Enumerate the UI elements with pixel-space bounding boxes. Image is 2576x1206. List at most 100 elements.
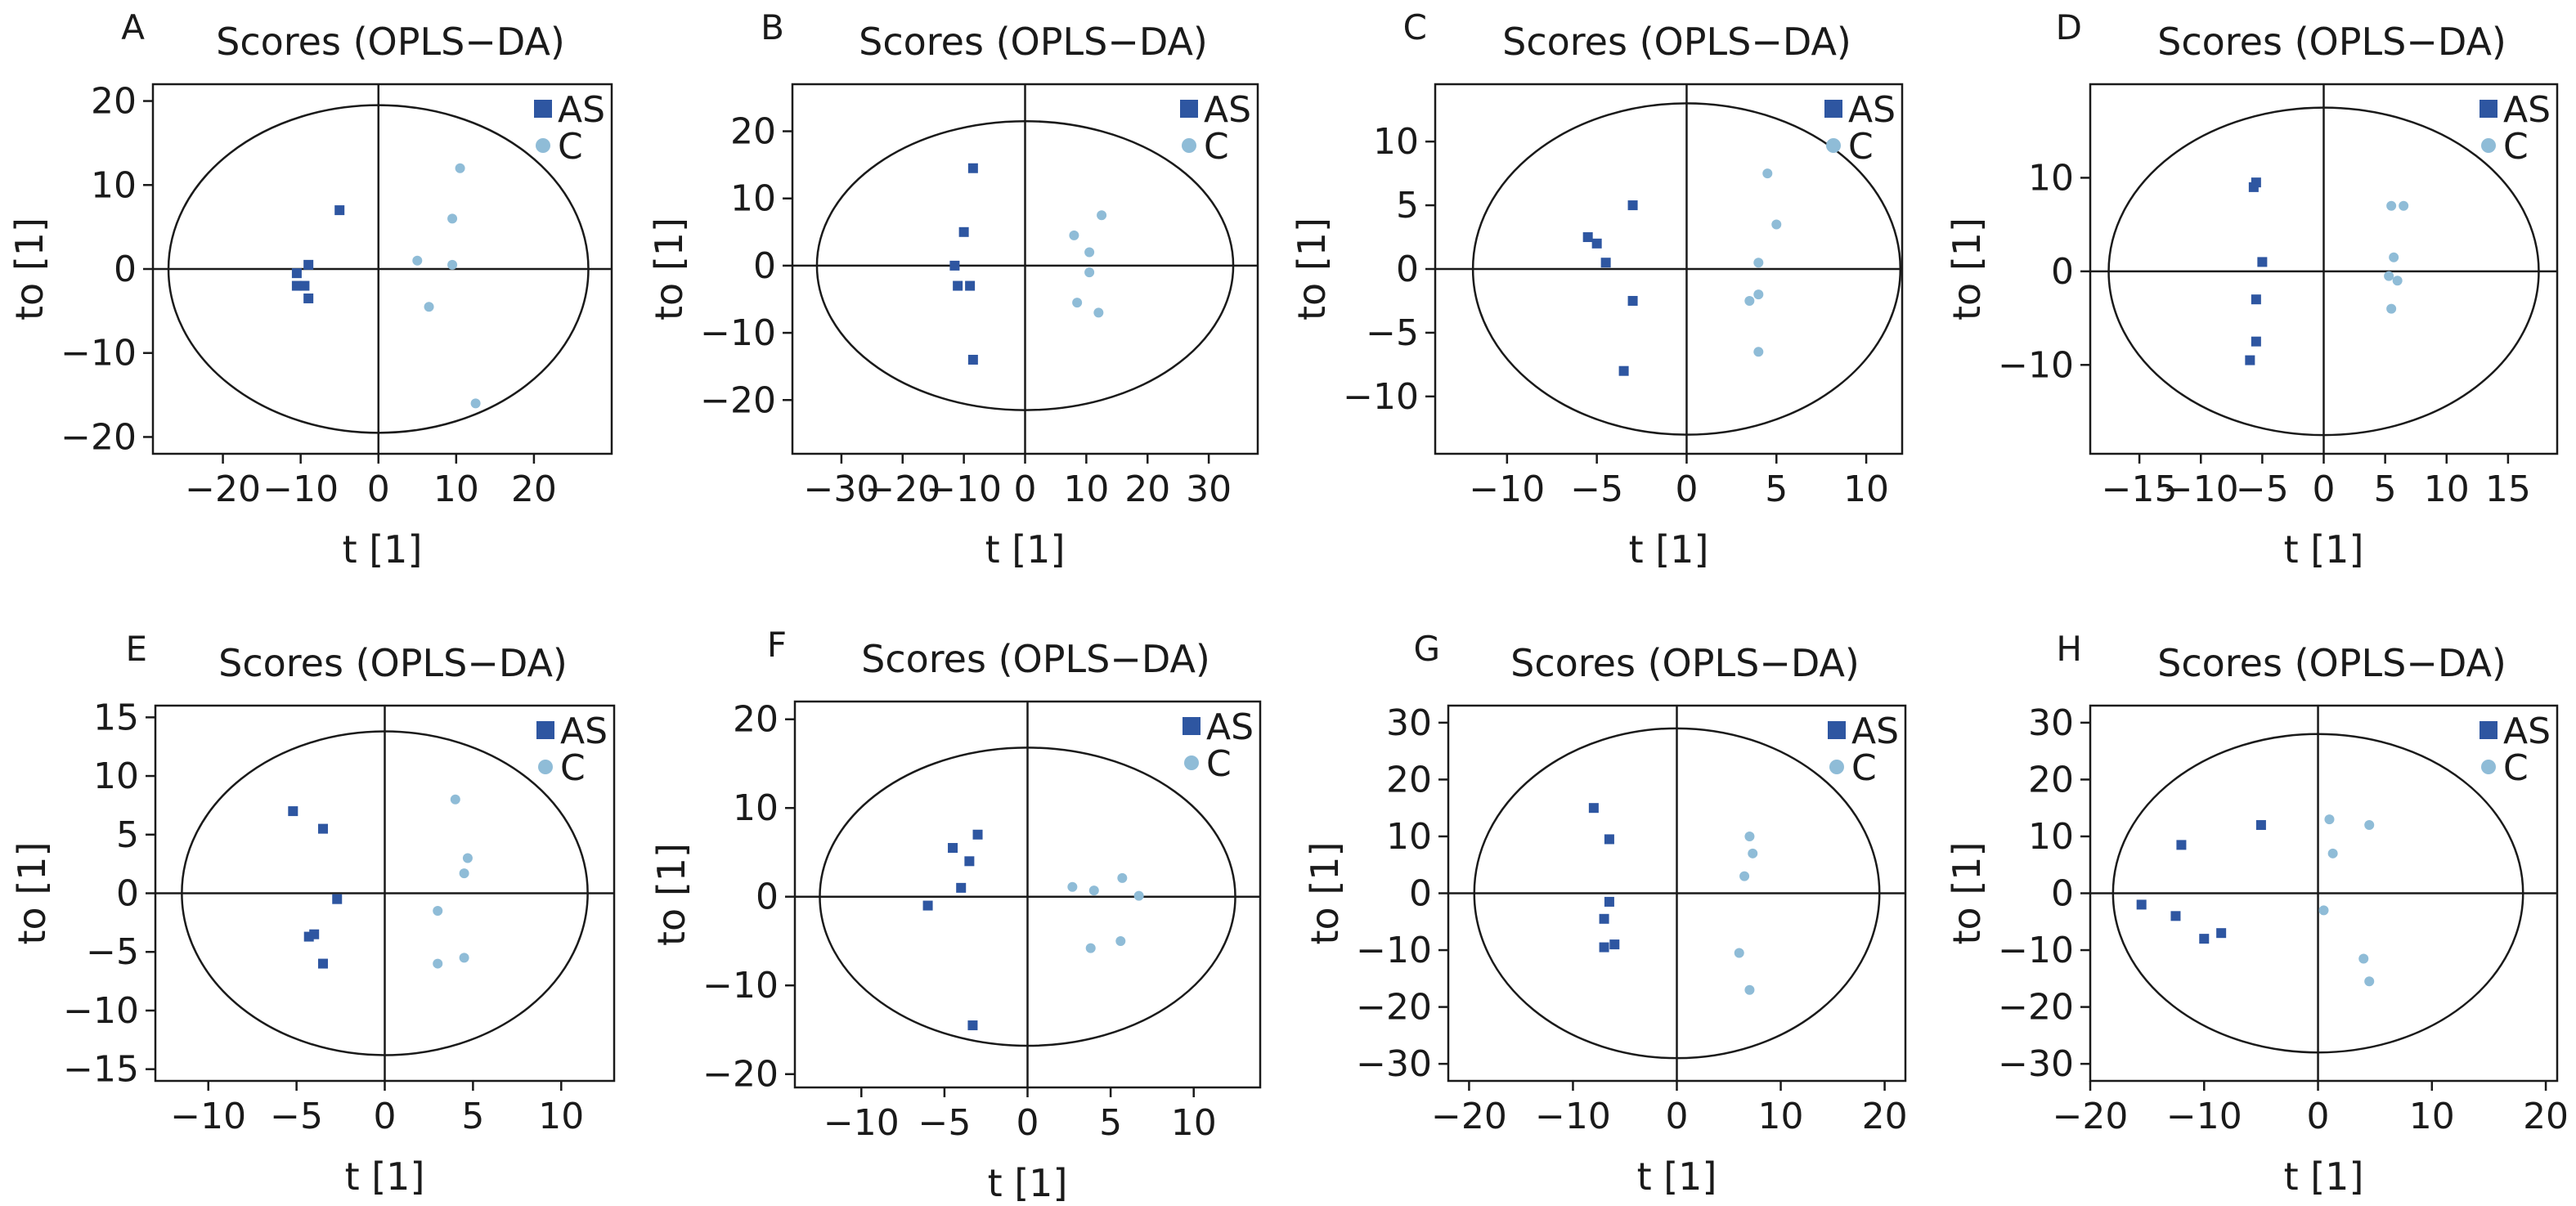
panel-letter: A bbox=[121, 7, 145, 47]
data-point-as bbox=[1604, 834, 1614, 845]
data-point-c bbox=[447, 259, 458, 270]
data-point-c bbox=[447, 213, 458, 224]
data-point-as bbox=[288, 806, 298, 817]
data-point-c bbox=[1117, 872, 1128, 883]
legend-label-c: C bbox=[558, 126, 583, 168]
y-tick-label: 10 bbox=[2028, 816, 2074, 858]
x-tick-label: 20 bbox=[1124, 469, 1170, 510]
legend-marker-as bbox=[1180, 100, 1198, 118]
data-point-c bbox=[1744, 295, 1755, 306]
confidence-ellipse bbox=[1473, 727, 1881, 1060]
data-point-c bbox=[470, 398, 481, 409]
x-tick-label: −5 bbox=[270, 1096, 323, 1137]
confidence-ellipse bbox=[167, 104, 590, 434]
data-point-c bbox=[2318, 905, 2329, 916]
data-point-as bbox=[303, 293, 314, 303]
panel-title: Scores (OPLS−DA) bbox=[1510, 641, 1860, 685]
data-point-c bbox=[1771, 219, 1782, 230]
x-axis-label: t [1] bbox=[1637, 1154, 1717, 1199]
legend-label-as: AS bbox=[1204, 89, 1251, 131]
y-tick-label: 10 bbox=[1373, 121, 1419, 163]
x-tick-label: 10 bbox=[538, 1096, 584, 1137]
data-point-c bbox=[1085, 943, 1096, 953]
panel-letter: F bbox=[767, 625, 787, 665]
data-point-as bbox=[2216, 928, 2227, 939]
y-tick-label: −10 bbox=[1998, 344, 2074, 386]
data-point-as bbox=[1627, 200, 1638, 211]
x-tick-label: 0 bbox=[2313, 469, 2336, 510]
data-point-c bbox=[2364, 976, 2375, 987]
data-point-as bbox=[949, 260, 960, 271]
legend-marker-c bbox=[536, 138, 550, 153]
y-axis-label: to [1] bbox=[647, 217, 691, 321]
data-point-c bbox=[1133, 890, 1144, 901]
x-tick-label: −20 bbox=[2053, 1096, 2129, 1137]
x-axis-label: t [1] bbox=[985, 527, 1066, 572]
x-tick-label: 30 bbox=[1186, 469, 1232, 510]
data-point-c bbox=[2327, 848, 2338, 859]
data-point-as bbox=[1599, 913, 1609, 924]
y-tick-label: −30 bbox=[1998, 1043, 2074, 1085]
data-point-as bbox=[965, 280, 976, 291]
data-point-as bbox=[317, 958, 328, 969]
x-tick-label: −10 bbox=[2166, 1096, 2242, 1137]
legend-marker-c bbox=[1184, 755, 1199, 770]
data-point-c bbox=[433, 906, 443, 917]
data-point-as bbox=[1591, 238, 1602, 249]
x-tick-label: 10 bbox=[1171, 1102, 1217, 1144]
y-tick-label: 0 bbox=[1396, 249, 1419, 290]
score-plot-f: −10 −5 0 5 10 −20 −10 0 10 20 t [1] to [1] Scores (O… bbox=[649, 625, 1262, 1205]
legend-label-c: C bbox=[2503, 747, 2529, 789]
data-point-c bbox=[2392, 276, 2403, 286]
panel-title: Scores (OPLS−DA) bbox=[218, 641, 568, 685]
data-point-as bbox=[953, 280, 963, 291]
legend-marker-as bbox=[1828, 721, 1846, 739]
x-tick-label: −10 bbox=[926, 469, 1002, 510]
panel-title: Scores (OPLS−DA) bbox=[2157, 641, 2506, 685]
x-tick-label: 5 bbox=[1765, 469, 1788, 510]
data-point-c bbox=[1744, 831, 1755, 841]
y-tick-label: −10 bbox=[702, 965, 779, 1006]
x-tick-label: −5 bbox=[2236, 469, 2289, 510]
confidence-ellipse bbox=[815, 119, 1235, 411]
legend-marker-c bbox=[538, 760, 553, 774]
y-tick-label: 10 bbox=[2028, 157, 2074, 199]
legend-marker-c bbox=[1826, 138, 1841, 153]
data-point-as bbox=[2245, 355, 2255, 365]
series-c bbox=[1069, 210, 1107, 318]
x-tick-label: 10 bbox=[2409, 1096, 2455, 1137]
series-as bbox=[2136, 820, 2266, 944]
y-tick-label: −10 bbox=[1356, 930, 1432, 971]
y-tick-label: 0 bbox=[114, 249, 137, 290]
y-tick-label: 0 bbox=[1409, 873, 1432, 915]
data-point-c bbox=[1115, 935, 1126, 946]
legend-marker-as bbox=[536, 721, 554, 739]
data-point-as bbox=[1600, 258, 1611, 268]
data-point-c bbox=[1084, 247, 1095, 258]
series-as bbox=[2245, 177, 2268, 365]
x-tick-label: 10 bbox=[2424, 469, 2470, 510]
data-point-as bbox=[334, 205, 345, 216]
x-tick-label: −5 bbox=[918, 1102, 971, 1144]
data-point-c bbox=[1069, 230, 1079, 240]
legend-marker-c bbox=[1829, 760, 1844, 774]
legend-label-as: AS bbox=[1848, 89, 1896, 131]
y-tick-label: −20 bbox=[61, 416, 137, 458]
data-point-c bbox=[2358, 953, 2369, 964]
legend-label-c: C bbox=[560, 747, 586, 789]
score-plot-h: −20 −10 0 10 20 −30 −20 −10 0 10 20 30 t [1] to [1] Sc… bbox=[1945, 629, 2569, 1199]
data-point-c bbox=[2384, 271, 2394, 281]
series-as bbox=[1588, 803, 1620, 953]
data-point-c bbox=[450, 794, 460, 805]
series-c bbox=[412, 163, 481, 409]
y-tick-label: −5 bbox=[1366, 312, 1419, 354]
score-plot-g: −20 −10 0 10 20 −30 −20 −10 0 10 20 30 t [1] to [1] Sc… bbox=[1303, 629, 1908, 1199]
confidence-ellipse bbox=[2107, 106, 2540, 437]
legend-label-as: AS bbox=[1851, 711, 1899, 752]
x-tick-label: 0 bbox=[1016, 1102, 1039, 1144]
y-tick-label: 10 bbox=[730, 178, 776, 220]
data-point-as bbox=[332, 894, 343, 904]
y-tick-label: −30 bbox=[1356, 1043, 1432, 1085]
panel-letter: H bbox=[2056, 629, 2082, 669]
x-tick-label: 5 bbox=[2374, 469, 2397, 510]
